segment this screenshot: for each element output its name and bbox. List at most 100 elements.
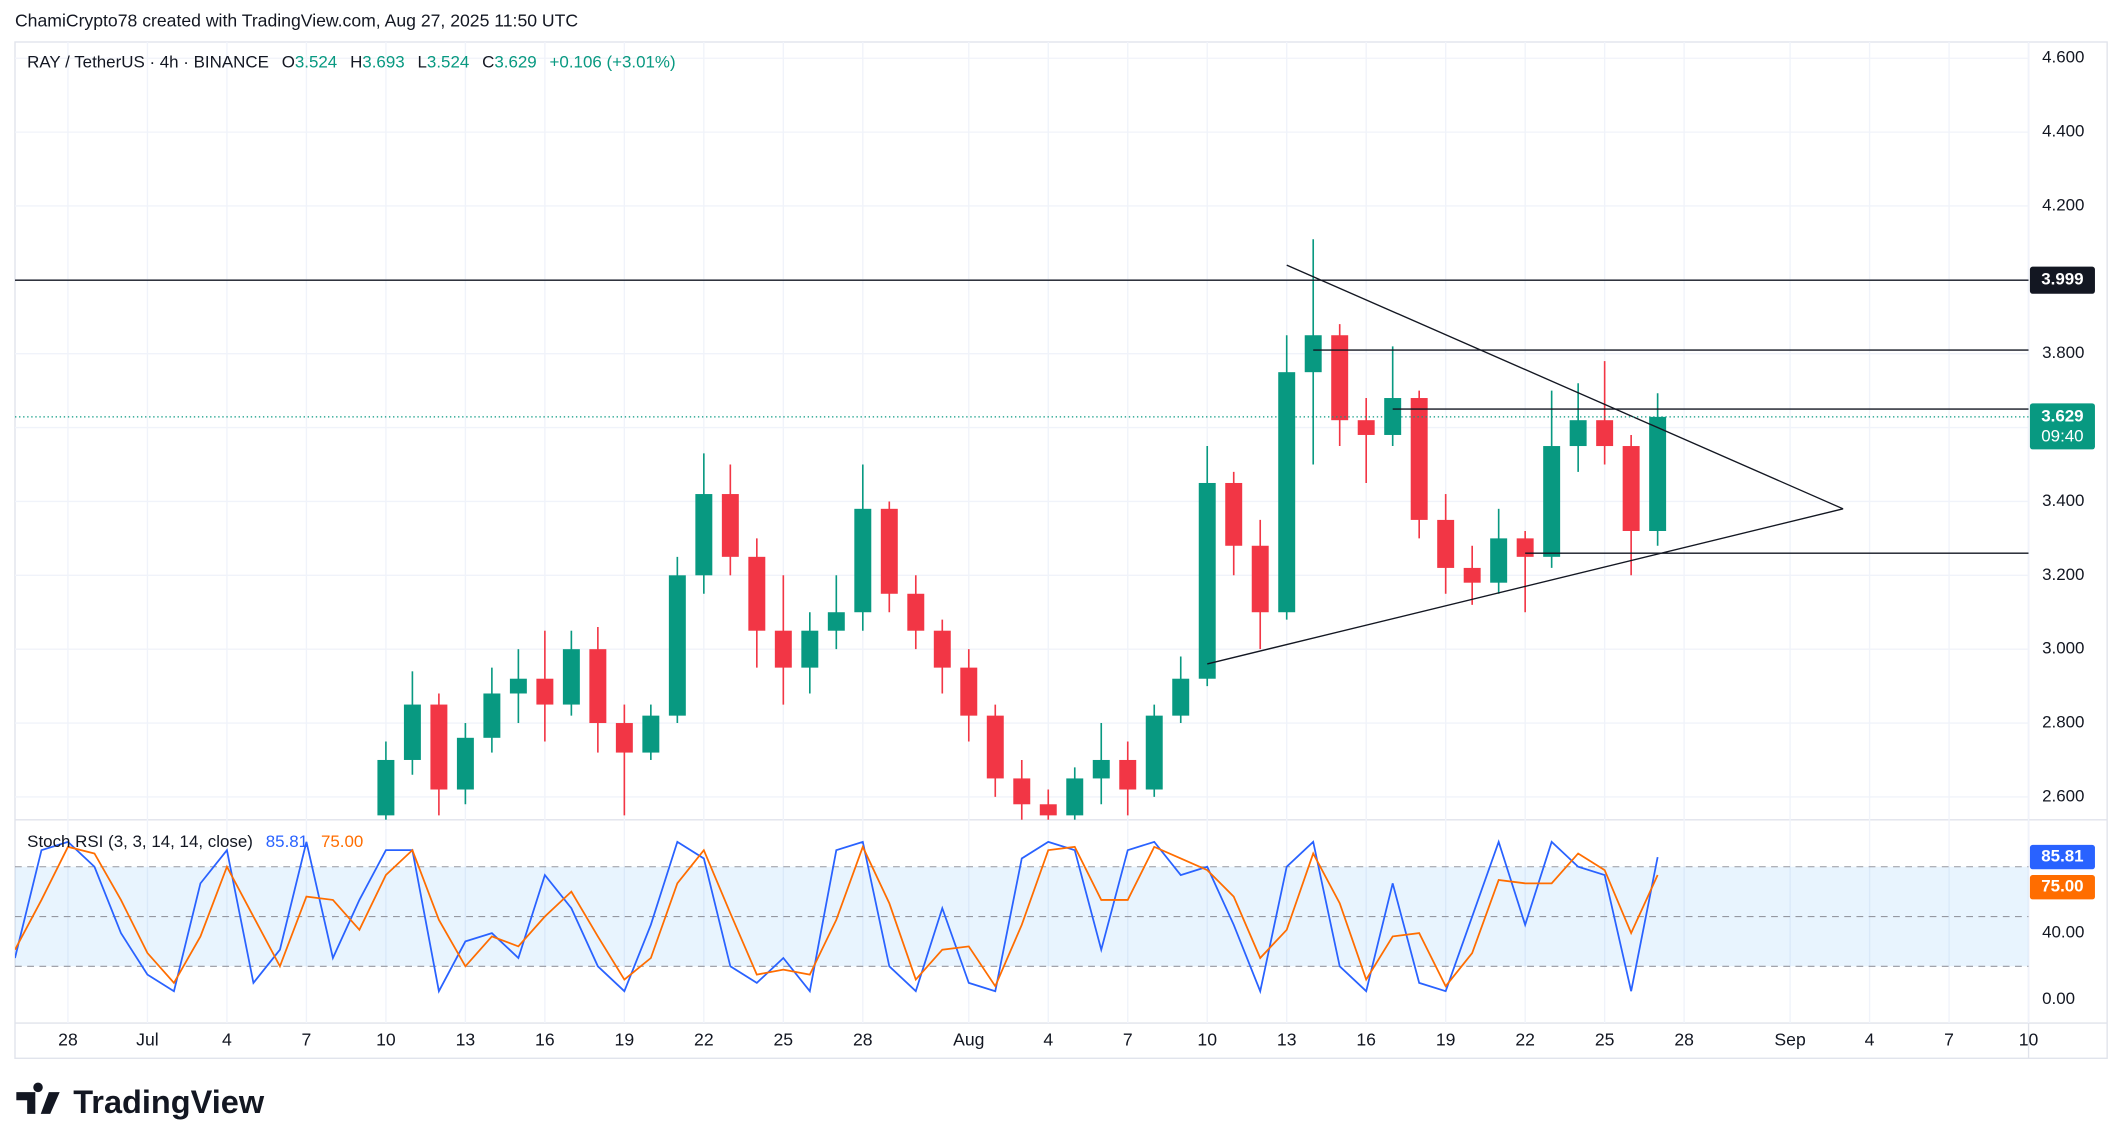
y-tick-label: 4.400 xyxy=(2042,122,2084,141)
y-tick-label: 3.000 xyxy=(2042,639,2084,658)
x-tick-label: Aug xyxy=(953,1029,984,1049)
ohlc-value: 3.524 xyxy=(295,53,337,72)
countdown: 09:40 xyxy=(2041,427,2083,446)
x-tick-label: 13 xyxy=(1277,1029,1297,1049)
x-tick-label: 4 xyxy=(1043,1029,1053,1049)
candle-body xyxy=(1251,545,1269,613)
candle-body xyxy=(642,715,660,753)
candle-body xyxy=(1649,416,1667,531)
oscillator-line xyxy=(14,839,1659,995)
candle-body xyxy=(377,759,395,816)
ohlc-value: 3.524 xyxy=(427,53,469,72)
candle-body xyxy=(1145,715,1163,790)
x-tick-label: 4 xyxy=(1865,1029,1875,1049)
candle-body xyxy=(1013,778,1031,805)
candle-body xyxy=(1357,420,1375,435)
ohlc-key: L xyxy=(418,53,427,72)
x-tick-label: 10 xyxy=(376,1029,396,1049)
logo-mark xyxy=(16,1082,60,1114)
x-tick-label: 28 xyxy=(1674,1029,1694,1049)
candle-body xyxy=(509,678,527,694)
candle-body xyxy=(483,693,501,738)
candle-body xyxy=(1410,398,1428,520)
candle-body xyxy=(1039,804,1057,816)
y-tick-label: 3.400 xyxy=(2042,491,2084,510)
candle-body xyxy=(1543,446,1561,557)
candle-body xyxy=(1490,538,1508,583)
candle-body xyxy=(827,612,845,631)
candle-body xyxy=(1092,759,1110,779)
y-tick-label: 40.00 xyxy=(2042,923,2084,942)
trendline xyxy=(1286,264,1844,510)
symbol-line: RAY / TetherUS · 4h · BINANCE O3.524 H3.… xyxy=(27,53,675,72)
candle-body xyxy=(456,737,474,790)
change: +0.106 (+3.01%) xyxy=(550,53,676,72)
ohlc-value: 3.693 xyxy=(362,53,404,72)
candle-body xyxy=(536,678,554,705)
x-tick-label: 25 xyxy=(1595,1029,1615,1049)
k-value: 85.81 xyxy=(266,832,308,851)
oscillator-line xyxy=(14,844,1659,989)
trendline xyxy=(1207,508,1844,665)
x-tick-label: Jul xyxy=(136,1029,159,1049)
author-line: ChamiCrypto78 created with TradingView.c… xyxy=(15,10,578,30)
level-tag-label: 3.999 xyxy=(2041,270,2083,289)
candle-body xyxy=(854,508,872,613)
candle-body xyxy=(562,649,580,705)
candle-body xyxy=(1278,372,1296,613)
ohlc-key: H xyxy=(350,53,362,72)
chart-frame xyxy=(14,41,2108,1059)
x-tick-label: 22 xyxy=(694,1029,714,1049)
price-pane xyxy=(14,239,2029,820)
candle-body xyxy=(589,649,607,724)
oscillator-pane xyxy=(14,839,2029,995)
candle-body xyxy=(721,494,739,557)
candle-body xyxy=(933,630,951,668)
level-tag xyxy=(2029,266,2095,294)
brand-logo: TradingView xyxy=(16,1082,265,1120)
x-tick-label: 10 xyxy=(1197,1029,1217,1049)
d-value: 75.00 xyxy=(321,832,363,851)
x-tick-label: 13 xyxy=(456,1029,476,1049)
d-tag xyxy=(2029,875,2095,900)
x-tick-label: 22 xyxy=(1515,1029,1535,1049)
candle-body xyxy=(615,723,633,753)
k-tag-label: 85.81 xyxy=(2041,847,2083,866)
last-price-label: 3.629 xyxy=(2041,406,2083,425)
d-tag-label: 75.00 xyxy=(2041,877,2083,896)
ohlc-key: C xyxy=(482,53,494,72)
candle-body xyxy=(880,508,898,594)
y-tick-label: 4.600 xyxy=(2042,48,2084,67)
candle-body xyxy=(1437,519,1455,568)
candle-body xyxy=(1384,398,1402,435)
x-tick-label: 28 xyxy=(853,1029,873,1049)
candle-body xyxy=(1569,420,1587,447)
x-tick-label: 10 xyxy=(2019,1029,2039,1049)
last-price-tag xyxy=(2029,403,2095,450)
candle-body xyxy=(1172,678,1190,716)
candle-body xyxy=(986,715,1004,779)
x-tick-label: 7 xyxy=(1944,1029,1954,1049)
candle-body xyxy=(668,575,686,716)
candle-body xyxy=(1622,446,1640,531)
x-tick-label: 16 xyxy=(1356,1029,1376,1049)
candle-body xyxy=(1066,778,1084,816)
x-tick-label: 19 xyxy=(615,1029,635,1049)
x-tick-label: 7 xyxy=(302,1029,312,1049)
y-tick-label: 0.00 xyxy=(2042,989,2075,1008)
candle-body xyxy=(748,556,766,631)
symbol: RAY / TetherUS · 4h · BINANCE xyxy=(27,53,269,72)
candle-body xyxy=(1596,420,1614,447)
y-tick-label: 3.800 xyxy=(2042,343,2084,362)
ohlc-key: O xyxy=(282,53,295,72)
candle-body xyxy=(1119,759,1137,790)
candle-body xyxy=(907,593,925,631)
ohlc-value: 3.629 xyxy=(494,53,536,72)
candle-body xyxy=(1463,567,1481,583)
x-tick-label: 25 xyxy=(774,1029,794,1049)
candle-body xyxy=(1516,538,1534,557)
candle-body xyxy=(774,630,792,668)
candle-body xyxy=(1331,335,1349,421)
x-tick-label: 28 xyxy=(58,1029,78,1049)
